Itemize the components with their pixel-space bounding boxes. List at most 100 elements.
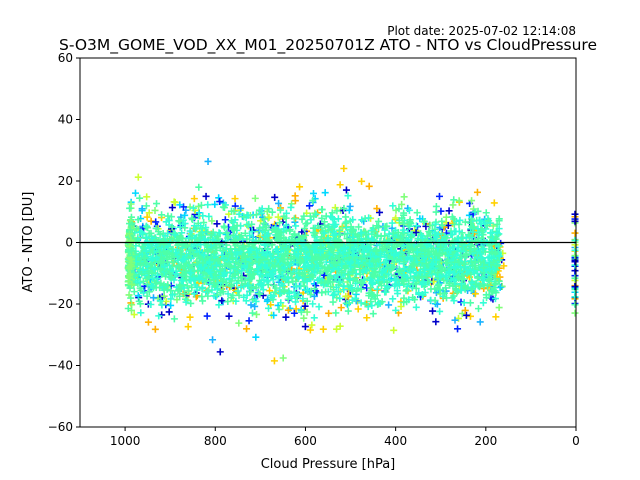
data-point [211,200,219,208]
data-point [186,203,194,211]
data-point [338,269,346,277]
data-point [361,300,369,308]
data-point [209,336,217,344]
data-point [275,305,283,313]
data-point [340,164,348,172]
data-point [144,318,152,326]
data-point [149,294,157,302]
data-point [167,235,175,243]
data-point [204,288,212,296]
data-point [438,267,446,275]
data-point [138,205,146,213]
x-tick-label: 800 [204,434,227,448]
data-point [309,224,317,232]
data-point [381,223,389,231]
data-point [495,252,503,260]
data-point [269,270,277,278]
data-point [266,250,274,258]
data-point [495,225,503,233]
data-point [189,275,197,283]
data-point [311,285,319,293]
data-point [276,219,284,227]
data-point [153,254,161,262]
data-point [425,247,433,255]
data-point [277,299,285,307]
data-point [305,202,313,210]
data-point [161,263,169,271]
data-point [488,269,496,277]
data-point [136,194,144,202]
data-point [456,268,464,276]
data-point [307,255,315,263]
data-point [244,281,252,289]
data-point [206,280,214,288]
data-point [390,272,398,280]
data-point [392,214,400,222]
data-point [180,262,188,270]
data-point [153,271,161,279]
data-point [213,291,221,299]
data-point [571,229,579,237]
data-point [500,262,508,270]
data-point [179,203,187,211]
data-point [345,270,353,278]
data-point [379,245,387,253]
data-point [126,270,134,278]
data-point [303,297,311,305]
data-point [296,183,304,191]
data-point [404,282,412,290]
data-point [281,252,289,260]
data-point [306,326,314,334]
data-point [158,211,166,219]
data-point [127,200,135,208]
data-point [127,226,135,234]
data-point [273,227,281,235]
data-point [234,240,242,248]
data-point [385,230,393,238]
data-point [349,287,357,295]
data-point [136,279,144,287]
data-point [290,288,298,296]
data-point [453,237,461,245]
data-point [334,288,342,296]
data-point [444,221,452,229]
data-point [176,201,184,209]
data-point [336,322,344,330]
data-point [251,194,259,202]
data-point [147,300,155,308]
data-point [406,219,414,227]
data-point [333,325,341,333]
data-point [424,250,432,258]
data-point [358,255,366,263]
data-point [141,271,149,279]
data-point [181,211,189,219]
data-point [191,225,199,233]
data-point [392,306,400,314]
data-point [473,188,481,196]
data-point [159,258,167,266]
data-point [445,268,453,276]
data-point [199,275,207,283]
data-point [146,248,154,256]
data-point [283,275,291,283]
data-point [143,193,151,201]
data-point [181,220,189,228]
data-point [334,215,342,223]
data-point [398,275,406,283]
data-point [235,319,243,327]
data-point [261,261,269,269]
data-point [340,204,348,212]
data-point [472,237,480,245]
data-point [333,207,341,215]
data-point [221,224,229,232]
data-point [158,301,166,309]
data-point [392,240,400,248]
data-point [390,258,398,266]
data-point [458,276,466,284]
data-point [197,201,205,209]
y-tick-label: 40 [58,113,73,127]
data-point [184,234,192,242]
data-point [235,291,243,299]
data-point [336,181,344,189]
data-point [188,214,196,222]
